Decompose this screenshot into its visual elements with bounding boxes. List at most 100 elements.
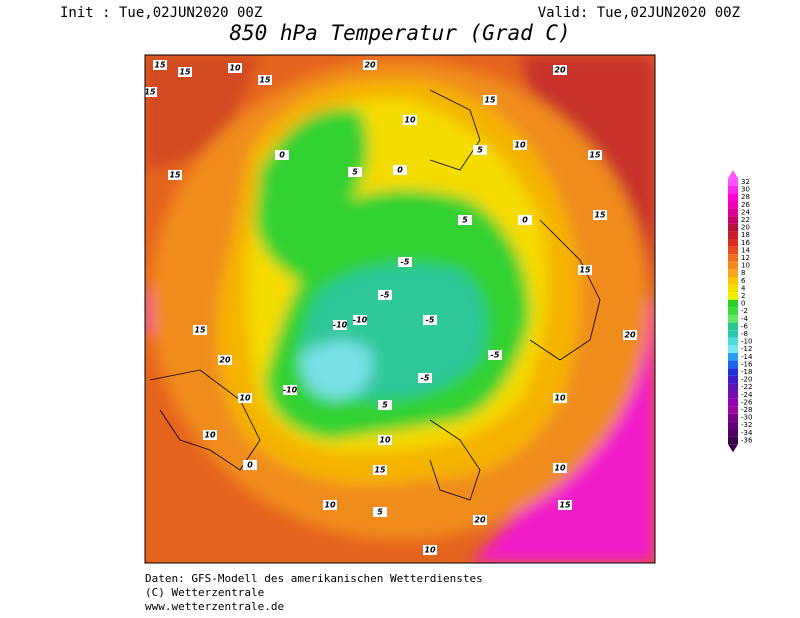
contour-label: -5 bbox=[401, 258, 410, 267]
colorbar-label: -12 bbox=[741, 345, 752, 353]
label-box bbox=[243, 460, 257, 470]
colorbar-swatch bbox=[728, 216, 738, 224]
contour-label: 15 bbox=[179, 68, 191, 77]
init-time: Init : Tue,02JUN2020 00Z bbox=[60, 5, 262, 21]
label-box bbox=[578, 265, 592, 275]
colorbar-swatch bbox=[728, 261, 738, 270]
colorbar-swatch bbox=[728, 246, 738, 255]
label-box bbox=[363, 60, 377, 70]
contour-label: 15 bbox=[154, 61, 166, 70]
colorbar-label: 26 bbox=[741, 201, 750, 209]
colorbar-swatch bbox=[728, 201, 738, 209]
contour-label: -10 bbox=[283, 386, 298, 395]
coastlines bbox=[149, 89, 601, 501]
contour-label: 10 bbox=[514, 141, 526, 150]
colorbar-swatch bbox=[728, 391, 738, 399]
label-box bbox=[558, 500, 572, 510]
contour-label: 0 bbox=[247, 461, 253, 470]
colorbar-label: -6 bbox=[741, 322, 749, 330]
colorbar-cap-bottom bbox=[728, 444, 738, 453]
label-box bbox=[418, 373, 432, 383]
colorbar-swatch bbox=[728, 315, 738, 323]
label-box bbox=[348, 167, 362, 177]
contour-label: 20 bbox=[474, 516, 486, 525]
colorbar-swatch bbox=[728, 299, 738, 308]
contour-label: 0 bbox=[279, 151, 285, 160]
contour-label: 0 bbox=[522, 216, 528, 225]
colorbar-label: 24 bbox=[741, 208, 750, 216]
label-box bbox=[373, 507, 387, 517]
colorbar-label: -8 bbox=[741, 330, 748, 338]
label-box bbox=[553, 65, 567, 75]
footer-url: www.wetterzentrale.de bbox=[145, 600, 284, 613]
colorbar-swatch bbox=[728, 421, 738, 429]
label-box bbox=[483, 95, 497, 105]
contour-label: 15 bbox=[259, 76, 271, 85]
label-box bbox=[323, 500, 337, 510]
label-box bbox=[218, 355, 232, 365]
colorbar-label: 4 bbox=[741, 284, 746, 292]
colorbar-label: -24 bbox=[741, 391, 753, 399]
contour-label: 20 bbox=[364, 61, 376, 70]
label-box bbox=[228, 63, 242, 73]
label-box bbox=[398, 257, 412, 267]
colorbar-label: -26 bbox=[741, 398, 753, 406]
label-box bbox=[153, 60, 167, 70]
colorbar-swatch bbox=[728, 254, 738, 262]
colorbar-swatch bbox=[728, 337, 738, 346]
colorbar-swatch bbox=[728, 330, 738, 338]
contour-label: 10 bbox=[554, 464, 566, 473]
contour-label: 15 bbox=[594, 211, 606, 220]
colorbar-swatch bbox=[728, 353, 738, 361]
valid-time: Valid: Tue,02JUN2020 00Z bbox=[538, 5, 740, 21]
footer-copyright: (C) Wetterzentrale bbox=[145, 586, 264, 599]
colorbar-cap-top bbox=[728, 170, 738, 179]
contour-label: 0 bbox=[397, 166, 403, 175]
contour-label: 20 bbox=[554, 66, 566, 75]
label-box bbox=[513, 140, 527, 150]
colorbar-label: -10 bbox=[741, 338, 752, 346]
contour-label: 15 bbox=[144, 88, 156, 97]
colorbar-swatch bbox=[728, 368, 738, 376]
colorbar-label: -2 bbox=[741, 307, 748, 315]
map: 15 15 15 10 15 20 20 15 15 10 5 0 0 5 10 0 -5 -5 -10 -10 -5 -… bbox=[144, 55, 655, 563]
colorbar-swatch bbox=[728, 269, 738, 277]
contour-label: 15 bbox=[559, 501, 571, 510]
label-box bbox=[378, 290, 392, 300]
colorbar-label: 6 bbox=[741, 277, 746, 285]
colorbar-label: -32 bbox=[741, 421, 752, 429]
colorbar-swatch bbox=[728, 398, 738, 407]
label-box bbox=[145, 87, 157, 97]
label-box bbox=[423, 545, 437, 555]
contour-label: 15 bbox=[194, 326, 206, 335]
colorbar-label: 0 bbox=[741, 300, 745, 308]
contour-label: 5 bbox=[462, 216, 468, 225]
contour-label: -10 bbox=[333, 321, 348, 330]
colorbar-label: -30 bbox=[741, 414, 752, 422]
contour-label: 5 bbox=[477, 146, 483, 155]
label-box bbox=[203, 430, 217, 440]
colorbar-label: -22 bbox=[741, 383, 752, 391]
label-box bbox=[623, 330, 637, 340]
label-box bbox=[423, 315, 437, 325]
label-box bbox=[178, 67, 192, 77]
colorbar-label: 30 bbox=[741, 186, 750, 194]
colorbar-swatch bbox=[728, 292, 738, 300]
colorbar-label: 10 bbox=[741, 262, 750, 270]
label-box bbox=[275, 150, 289, 160]
map-frame bbox=[144, 54, 656, 564]
colorbar-swatch bbox=[728, 185, 738, 194]
colorbar-label: 22 bbox=[741, 216, 750, 224]
colorbar-swatch bbox=[728, 413, 738, 422]
footer-source: Daten: GFS-Modell des amerikanischen Wet… bbox=[145, 572, 483, 585]
contour-label: 5 bbox=[377, 508, 383, 517]
contour-label: 10 bbox=[404, 116, 416, 125]
colorbar-swatch bbox=[728, 406, 738, 414]
colorbar-label: 12 bbox=[741, 254, 750, 262]
contour-label: 15 bbox=[579, 266, 591, 275]
label-box bbox=[353, 315, 367, 325]
label-box bbox=[403, 115, 417, 125]
label-box bbox=[518, 215, 532, 225]
label-box bbox=[473, 515, 487, 525]
